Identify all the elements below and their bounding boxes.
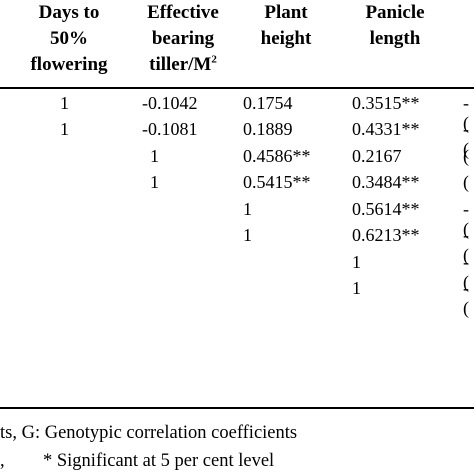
cell-height-r1: 0.1754 <box>243 93 293 113</box>
cell-edge-r5: -( <box>463 199 469 239</box>
header-rule <box>0 87 474 89</box>
cell-height-r6: 1 <box>243 225 252 245</box>
cell-panicle-r6: 0.6213** <box>352 225 420 245</box>
cell-panicle-r8: 1 <box>352 278 361 298</box>
header-plant-height: Plant height <box>236 0 336 52</box>
cell-panicle-r5: 0.5614** <box>352 199 420 219</box>
header-days-to-flowering: Days to 50% flowering <box>14 0 124 78</box>
header-text: Days to <box>38 2 100 23</box>
header-text: flowering <box>30 54 108 75</box>
footnote-line-1: ts, G: Genotypic correlation coefficient… <box>0 423 298 443</box>
header-text: height <box>260 28 312 49</box>
cell-height-r3: 0.4586** <box>243 146 311 166</box>
cell-tiller-r2: -0.1081 <box>142 119 198 139</box>
header-text-with-superscript: tiller/M2 <box>128 52 238 78</box>
cell-edge-r3: ( <box>463 146 469 166</box>
header-text: Panicle <box>365 2 425 23</box>
header-text: 50% <box>50 28 88 49</box>
cell-edge-r7: -( <box>463 252 469 292</box>
cell-height-r4: 0.5415** <box>243 172 311 192</box>
header-text: Plant <box>264 2 308 23</box>
table-bottom-rule <box>0 407 474 409</box>
cell-panicle-r2: 0.4331** <box>352 119 420 139</box>
cell-panicle-r3: 0.2167 <box>352 146 402 166</box>
cell-edge-r1: -( <box>463 93 469 133</box>
cell-panicle-r4: 0.3484** <box>352 172 420 192</box>
cell-height-r5: 1 <box>243 199 252 219</box>
cell-tiller-r3: 1 <box>150 146 159 166</box>
cell-edge-r4: ( <box>463 172 469 192</box>
cell-panicle-r1: 0.3515** <box>352 93 420 113</box>
cell-tiller-r4: 1 <box>150 172 159 192</box>
header-superscript: 2 <box>211 53 217 66</box>
cell-edge-r8: -( <box>463 278 469 318</box>
header-panicle-length: Panicle length <box>344 0 446 52</box>
header-text: tiller/M <box>149 54 212 75</box>
cell-panicle-r7: 1 <box>352 252 361 272</box>
cell-days-r1: 1 <box>60 93 69 113</box>
cell-edge-r6: -( <box>463 225 469 265</box>
header-text: Effective <box>147 2 219 23</box>
footnote-significance: * Significant at 5 per cent level <box>43 451 275 471</box>
header-text: length <box>369 28 421 49</box>
footnote-comma: , <box>0 451 5 471</box>
header-effective-tiller: Effective bearing tiller/M2 <box>128 0 238 78</box>
cell-days-r2: 1 <box>60 119 69 139</box>
cell-tiller-r1: -0.1042 <box>142 93 198 113</box>
cell-edge-r2: -( <box>463 119 469 159</box>
header-text: bearing <box>151 28 215 49</box>
cell-height-r2: 0.1889 <box>243 119 293 139</box>
